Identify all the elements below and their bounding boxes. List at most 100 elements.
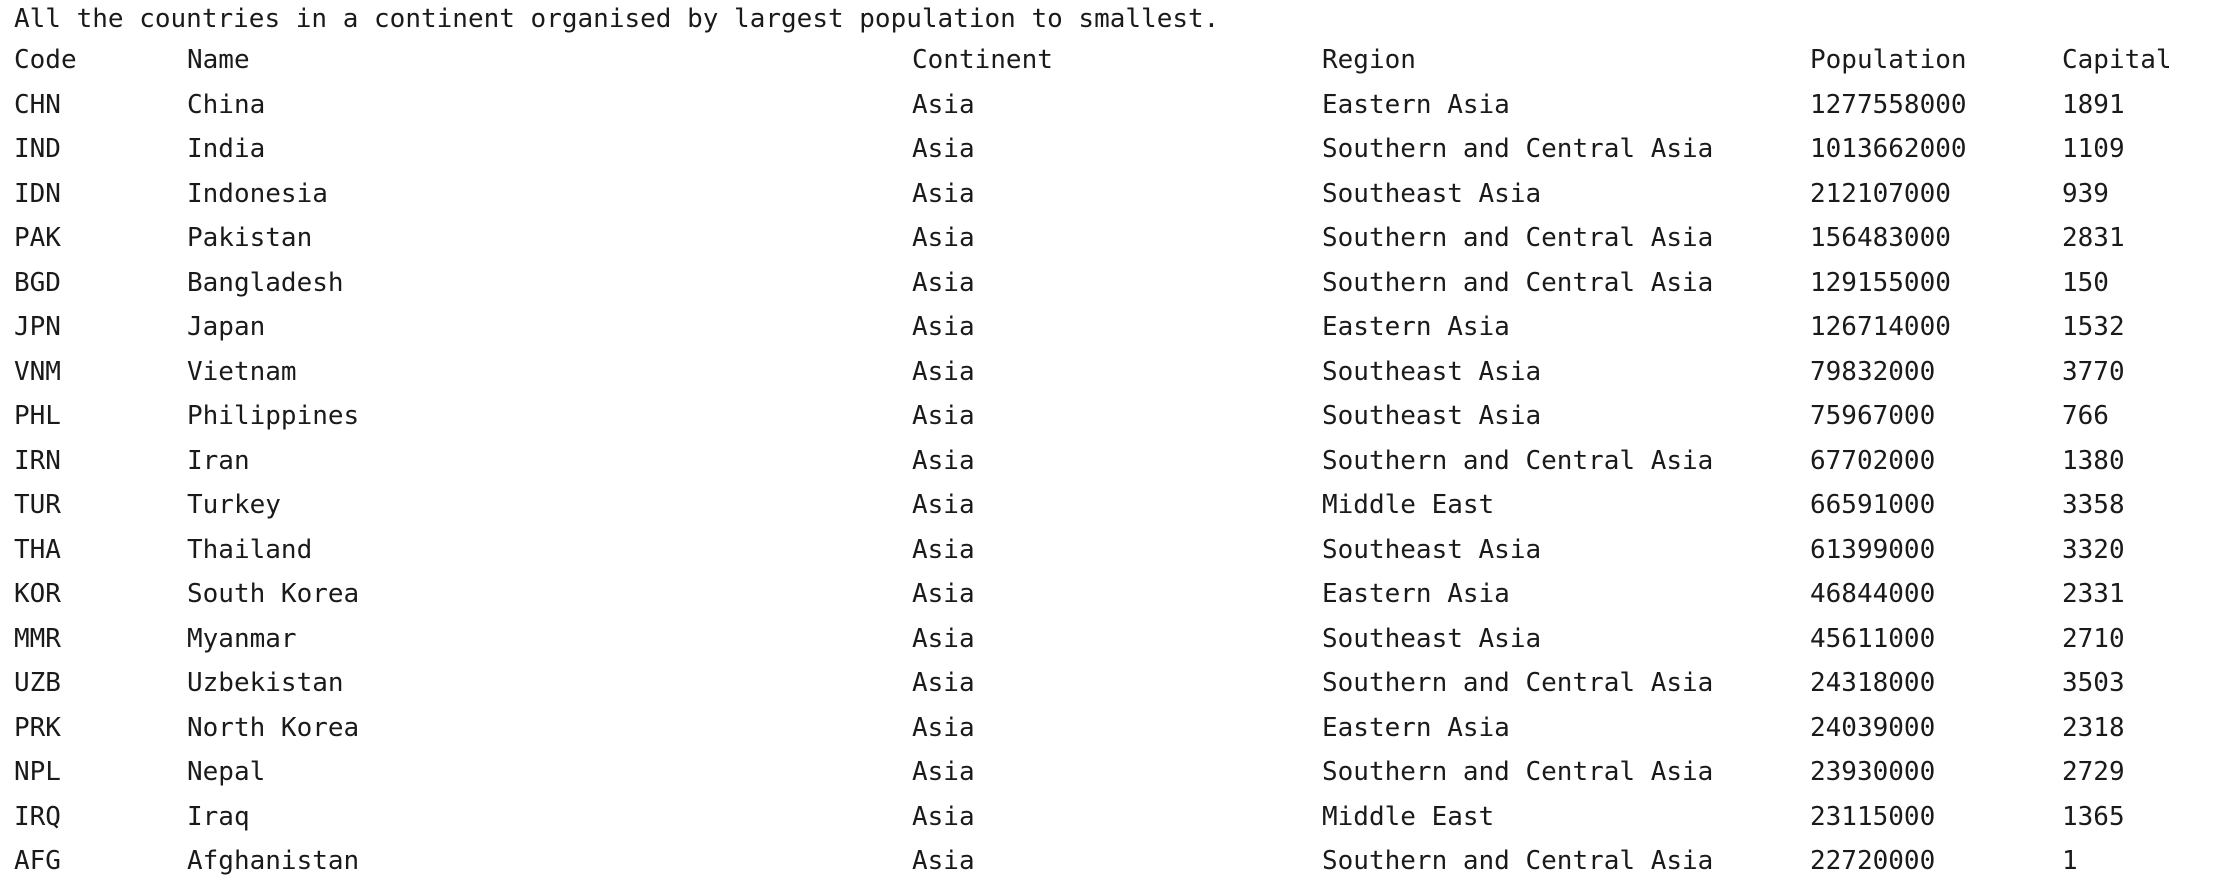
cell-region: Middle East bbox=[1322, 801, 1495, 832]
cell-continent: Asia bbox=[912, 223, 975, 253]
cell-region: Southern and Central Asia bbox=[1322, 223, 1714, 253]
cell-name: Thailand bbox=[187, 534, 313, 565]
cell-continent: Asia bbox=[912, 490, 975, 520]
cell-region: Southern and Central Asia bbox=[1322, 668, 1714, 698]
table-row: PRK North Korea Asia Eastern Asia 24039000 23… bbox=[14, 706, 2204, 751]
cell-name: North Korea bbox=[187, 712, 360, 743]
cell-name: Nepal bbox=[187, 757, 266, 787]
cell-capital: 1891 bbox=[2062, 89, 2125, 120]
cell-code: NPL bbox=[14, 757, 61, 787]
cell-name: Bangladesh bbox=[187, 267, 344, 298]
cell-name: Iran bbox=[187, 445, 250, 476]
cell-code: IRQ bbox=[14, 801, 61, 832]
cell-capital: 3770 bbox=[2062, 356, 2125, 387]
header-name: Name bbox=[187, 45, 250, 75]
table-row: IDN Indonesia Asia Southeast Asia 212107000 9… bbox=[14, 172, 2204, 217]
cell-name: Uzbekistan bbox=[187, 668, 344, 698]
cell-capital: 2331 bbox=[2062, 579, 2125, 609]
cell-region: Middle East bbox=[1322, 490, 1495, 520]
table-header-row: Code Name Continent Region Population Ca… bbox=[14, 38, 2204, 83]
cell-region: Eastern Asia bbox=[1322, 312, 1510, 342]
header-population: Population bbox=[1810, 45, 1967, 75]
header-capital: Capital bbox=[2062, 45, 2172, 75]
cell-region: Southern and Central Asia bbox=[1322, 757, 1714, 787]
console-output: All the countries in a continent organis… bbox=[14, 0, 2204, 884]
cell-code: IND bbox=[14, 134, 61, 164]
cell-region: Southeast Asia bbox=[1322, 356, 1542, 387]
cell-code: PAK bbox=[14, 223, 61, 253]
cell-population: 24039000 bbox=[1810, 712, 1936, 743]
table-row: CHN China Asia Eastern Asia 1277558000 1891 bbox=[14, 83, 2204, 128]
cell-population: 67702000 bbox=[1810, 445, 1936, 476]
cell-region: Southeast Asia bbox=[1322, 178, 1542, 209]
cell-continent: Asia bbox=[912, 312, 975, 342]
cell-continent: Asia bbox=[912, 267, 975, 298]
cell-name: Vietnam bbox=[187, 356, 297, 387]
cell-population: 75967000 bbox=[1810, 401, 1936, 431]
cell-population: 22720000 bbox=[1810, 846, 1936, 876]
table-row: MMR Myanmar Asia Southeast Asia 45611000 2710 bbox=[14, 617, 2204, 662]
cell-population: 1013662000 bbox=[1810, 134, 1967, 164]
cell-continent: Asia bbox=[912, 712, 975, 743]
header-region: Region bbox=[1322, 45, 1416, 75]
table-row: IND India Asia Southern and Central Asia 101… bbox=[14, 127, 2204, 172]
cell-code: PRK bbox=[14, 712, 61, 743]
cell-population: 126714000 bbox=[1810, 312, 1951, 342]
table-row: IRN Iran Asia Southern and Central Asia 6770… bbox=[14, 439, 2204, 484]
cell-continent: Asia bbox=[912, 579, 975, 609]
cell-continent: Asia bbox=[912, 356, 975, 387]
table-row: UZB Uzbekistan Asia Southern and Central As… bbox=[14, 661, 2204, 706]
cell-continent: Asia bbox=[912, 668, 975, 698]
cell-continent: Asia bbox=[912, 134, 975, 164]
cell-capital: 2710 bbox=[2062, 623, 2125, 654]
cell-population: 23930000 bbox=[1810, 757, 1936, 787]
cell-region: Southern and Central Asia bbox=[1322, 267, 1714, 298]
cell-name: Japan bbox=[187, 312, 266, 342]
cell-name: China bbox=[187, 89, 266, 120]
cell-code: UZB bbox=[14, 668, 61, 698]
cell-code: JPN bbox=[14, 312, 61, 342]
cell-capital: 766 bbox=[2062, 401, 2109, 431]
cell-population: 156483000 bbox=[1810, 223, 1951, 253]
cell-region: Eastern Asia bbox=[1322, 712, 1510, 743]
cell-continent: Asia bbox=[912, 534, 975, 565]
cell-continent: Asia bbox=[912, 801, 975, 832]
cell-code: KOR bbox=[14, 579, 61, 609]
cell-capital: 3358 bbox=[2062, 490, 2125, 520]
cell-continent: Asia bbox=[912, 623, 975, 654]
cell-continent: Asia bbox=[912, 445, 975, 476]
cell-name: Afghanistan bbox=[187, 846, 360, 876]
cell-capital: 2831 bbox=[2062, 223, 2125, 253]
table-row: PAK Pakistan Asia Southern and Central Asia… bbox=[14, 216, 2204, 261]
cell-code: MMR bbox=[14, 623, 61, 654]
cell-code: IRN bbox=[14, 445, 61, 476]
table-row: TUR Turkey Asia Middle East 66591000 3358 bbox=[14, 483, 2204, 528]
table-row: JPN Japan Asia Eastern Asia 126714000 1532 bbox=[14, 305, 2204, 350]
cell-code: IDN bbox=[14, 178, 61, 209]
table-row: VNM Vietnam Asia Southeast Asia 79832000 3770 bbox=[14, 350, 2204, 395]
cell-capital: 1 bbox=[2062, 846, 2078, 876]
cell-capital: 2729 bbox=[2062, 757, 2125, 787]
cell-population: 46844000 bbox=[1810, 579, 1936, 609]
table-row: AFG Afghanistan Asia Southern and Central A… bbox=[14, 839, 2204, 884]
cell-code: THA bbox=[14, 534, 61, 565]
cell-capital: 3320 bbox=[2062, 534, 2125, 565]
cell-name: India bbox=[187, 134, 266, 164]
cell-capital: 1380 bbox=[2062, 445, 2125, 476]
cell-population: 61399000 bbox=[1810, 534, 1936, 565]
cell-capital: 2318 bbox=[2062, 712, 2125, 743]
cell-capital: 3503 bbox=[2062, 668, 2125, 698]
cell-continent: Asia bbox=[912, 757, 975, 787]
header-continent: Continent bbox=[912, 45, 1053, 75]
table-row: IRQ Iraq Asia Middle East 23115000 1365 bbox=[14, 795, 2204, 840]
cell-name: Iraq bbox=[187, 801, 250, 832]
cell-region: Southeast Asia bbox=[1322, 401, 1542, 431]
cell-capital: 150 bbox=[2062, 267, 2109, 298]
cell-capital: 1532 bbox=[2062, 312, 2125, 342]
cell-name: Myanmar bbox=[187, 623, 297, 654]
cell-code: BGD bbox=[14, 267, 61, 298]
cell-population: 129155000 bbox=[1810, 267, 1951, 298]
cell-name: South Korea bbox=[187, 579, 360, 609]
cell-region: Southern and Central Asia bbox=[1322, 134, 1714, 164]
cell-code: VNM bbox=[14, 356, 61, 387]
